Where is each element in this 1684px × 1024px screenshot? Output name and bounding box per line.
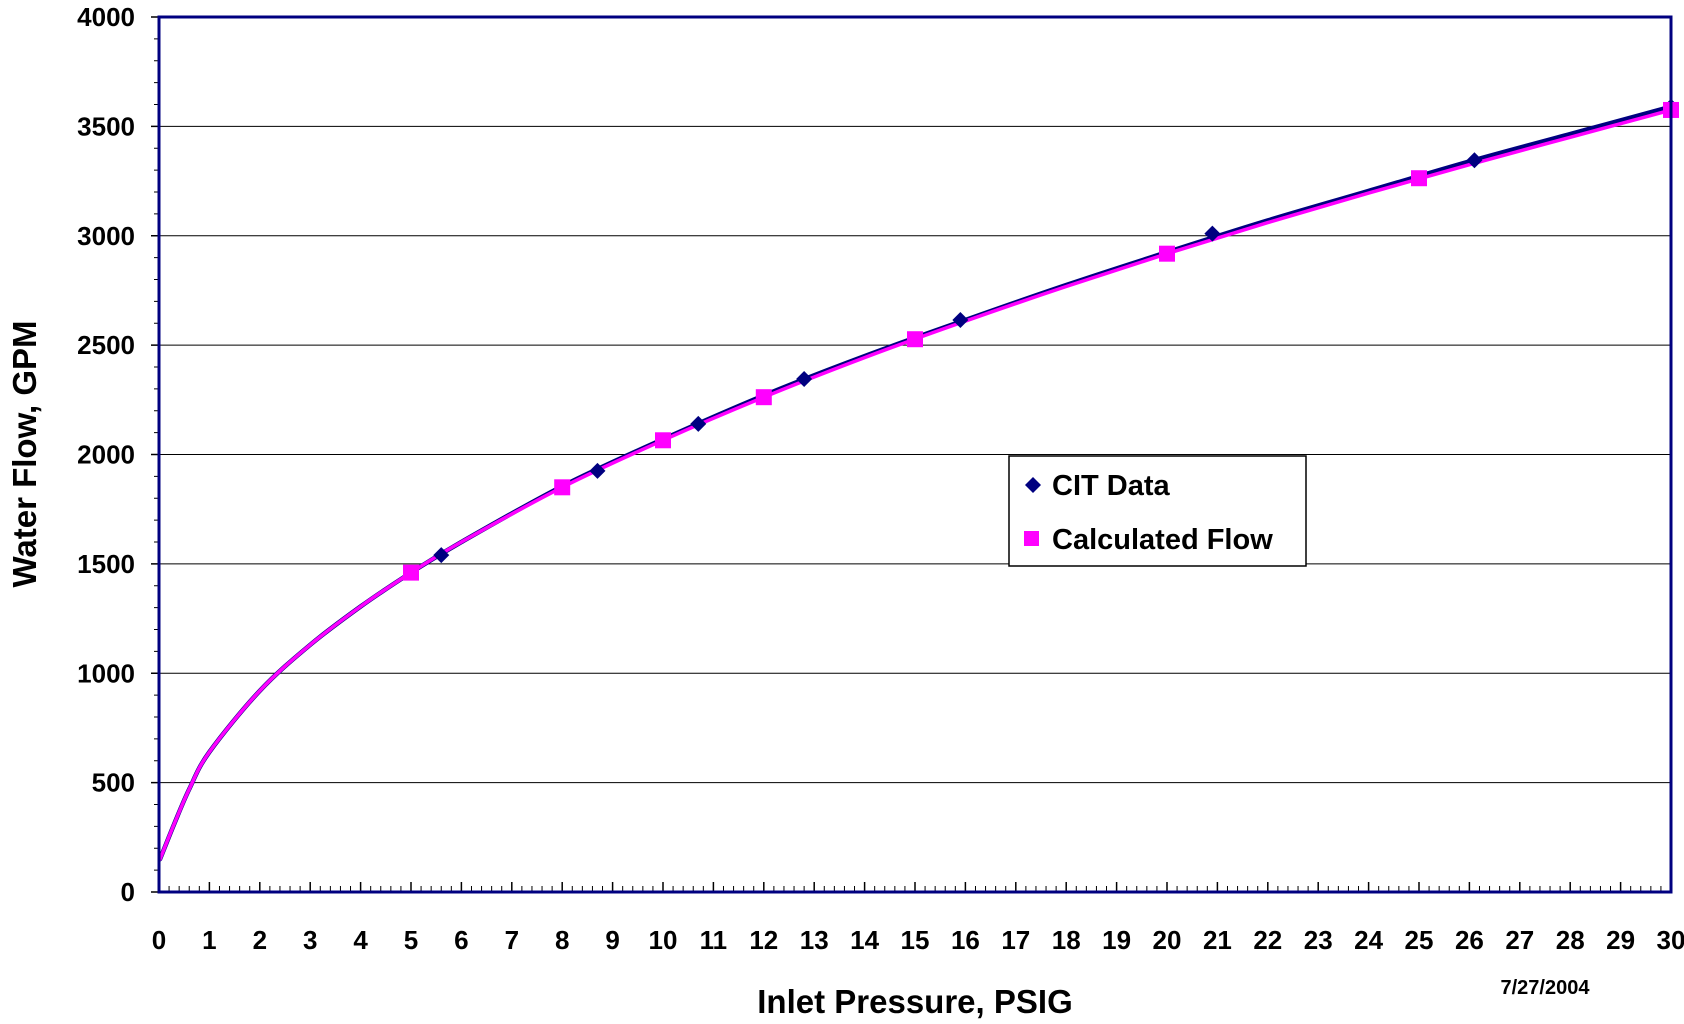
point-square: [1159, 245, 1175, 262]
trend-line-0: [157, 104, 1674, 862]
x-tick-label: 0: [152, 925, 166, 955]
x-tick-label: 27: [1505, 925, 1534, 955]
x-tick-label: 4: [353, 925, 368, 955]
legend-square-icon: [1024, 531, 1039, 546]
plot-area-frame: [157, 15, 1673, 894]
x-tick-label: 14: [850, 925, 879, 955]
legend-label-cit-data: CIT Data: [1052, 470, 1171, 502]
x-tick-label: 23: [1304, 925, 1333, 955]
x-tick-label: 10: [649, 925, 678, 955]
point-diamond: [796, 371, 813, 388]
y-tick-label: 4000: [77, 2, 135, 32]
legend-diamond-icon: [1025, 477, 1041, 493]
y-tick-label: 3000: [77, 221, 135, 251]
x-tick-label: 20: [1153, 925, 1182, 955]
point-diamond: [1466, 152, 1483, 169]
x-tick-label: 2: [253, 925, 267, 955]
y-tick-label: 3500: [77, 111, 135, 141]
point-diamond: [589, 462, 606, 479]
gridlines: [151, 16, 1671, 893]
legend-label-calculated-flow: Calculated Flow: [1052, 524, 1273, 556]
x-tick-label: 8: [555, 925, 569, 955]
point-diamond: [952, 311, 969, 328]
point-square: [554, 479, 571, 496]
x-tick-label: 16: [951, 925, 980, 955]
point-diamond: [433, 547, 450, 564]
date-annotation: 7/27/2004: [1501, 977, 1591, 999]
x-tick-label: 29: [1606, 925, 1635, 955]
x-tick-label: 18: [1052, 925, 1081, 955]
y-tick-label: 0: [121, 877, 135, 907]
point-square: [1411, 170, 1427, 187]
x-tick-label: 6: [454, 925, 468, 955]
trend-line-1: [158, 108, 1673, 861]
point-diamond: [1204, 225, 1221, 242]
legend: CIT Data Calculated Flow: [1008, 455, 1307, 567]
y-tick-label: 500: [92, 768, 135, 798]
x-tick-label: 13: [800, 925, 829, 955]
point-square: [907, 331, 923, 348]
x-tick-label: 7: [505, 925, 519, 955]
x-tick-label: 12: [749, 925, 778, 955]
point-square: [403, 564, 419, 581]
x-tick-labels: 0 1 2 3 4 5 6 7 8 9 10 11 12 13 14 15 16 17 18 19 20 21 22 23 24…: [152, 925, 1684, 955]
series-layer: [157, 98, 1679, 862]
x-axis-title: Inlet Pressure, PSIG: [757, 983, 1072, 1019]
x-tick-label: 5: [404, 925, 418, 955]
point-square: [755, 389, 772, 406]
x-tick-label: 24: [1354, 925, 1383, 955]
x-tick-label: 22: [1253, 925, 1282, 955]
x-tick-label: 25: [1405, 925, 1434, 955]
x-tick-label: 26: [1455, 925, 1484, 955]
y-tick-label: 2500: [77, 330, 135, 360]
x-tick-label: 3: [303, 925, 317, 955]
y-axis-title: Water Flow, GPM: [6, 320, 43, 587]
x-tick-label: 1: [202, 925, 216, 955]
x-tick-label: 17: [1001, 925, 1030, 955]
x-tick-label: 21: [1203, 925, 1232, 955]
y-tick-label: 2000: [77, 440, 135, 470]
x-tick-label: 30: [1657, 925, 1684, 955]
x-tick-label: 15: [901, 925, 930, 955]
x-tick-label: 19: [1102, 925, 1131, 955]
point-square: [655, 432, 671, 449]
point-diamond: [690, 415, 707, 432]
x-tick-label: 28: [1556, 925, 1585, 955]
x-tick-label: 9: [605, 925, 619, 955]
x-tick-label: 11: [700, 925, 728, 955]
y-tick-labels: 0 500 1000 1500 2000 2500 3000 3500 4000: [77, 2, 135, 907]
y-tick-label: 1500: [77, 549, 135, 579]
legend-box: [1008, 455, 1307, 567]
y-tick-label: 1000: [77, 658, 135, 688]
